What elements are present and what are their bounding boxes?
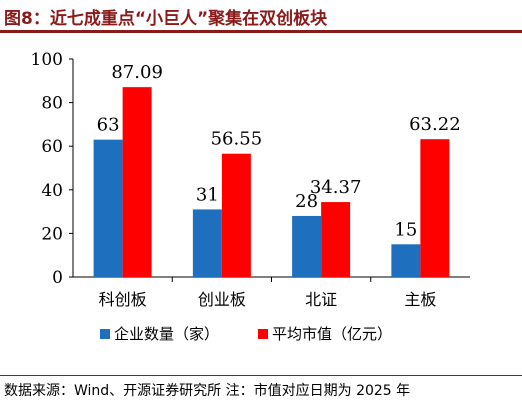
y-tick-label: 40 — [41, 181, 63, 201]
bar — [192, 209, 222, 277]
title-rule — [0, 30, 522, 33]
data-label: 63 — [97, 115, 120, 136]
bottom-rule — [0, 375, 522, 376]
data-label: 34.37 — [310, 177, 362, 198]
x-tick-label: 主板 — [404, 290, 436, 309]
legend-label: 平均市值（亿元） — [272, 325, 392, 343]
y-tick-label: 0 — [52, 268, 63, 288]
data-label: 15 — [394, 219, 417, 240]
data-label: 31 — [196, 184, 219, 205]
legend-swatch — [258, 329, 268, 339]
bar — [420, 139, 450, 277]
data-label: 87.09 — [111, 62, 163, 83]
bar — [292, 215, 322, 277]
bar — [122, 87, 152, 277]
data-label: 63.22 — [409, 114, 461, 135]
bar — [221, 153, 251, 277]
figure-title: 图8：近七成重点“小巨人”聚集在双创板块 — [4, 9, 328, 29]
bar — [391, 244, 421, 277]
y-tick-label: 20 — [41, 224, 63, 244]
bar — [93, 139, 123, 277]
x-tick-label: 科创板 — [99, 290, 147, 309]
x-tick-label: 创业板 — [198, 290, 246, 309]
y-tick-label: 60 — [41, 137, 63, 157]
x-tick-label: 北证 — [305, 290, 337, 309]
source-note: 数据来源：Wind、开源证券研究所 注：市值对应日期为 2025 年 — [4, 383, 411, 399]
legend-label: 企业数量（家） — [114, 325, 219, 343]
y-tick-label: 80 — [41, 94, 63, 114]
y-tick-label: 100 — [31, 50, 63, 70]
bar — [321, 202, 351, 277]
legend-swatch — [100, 329, 110, 339]
data-label: 28 — [295, 191, 318, 212]
data-label: 56.55 — [211, 129, 263, 150]
